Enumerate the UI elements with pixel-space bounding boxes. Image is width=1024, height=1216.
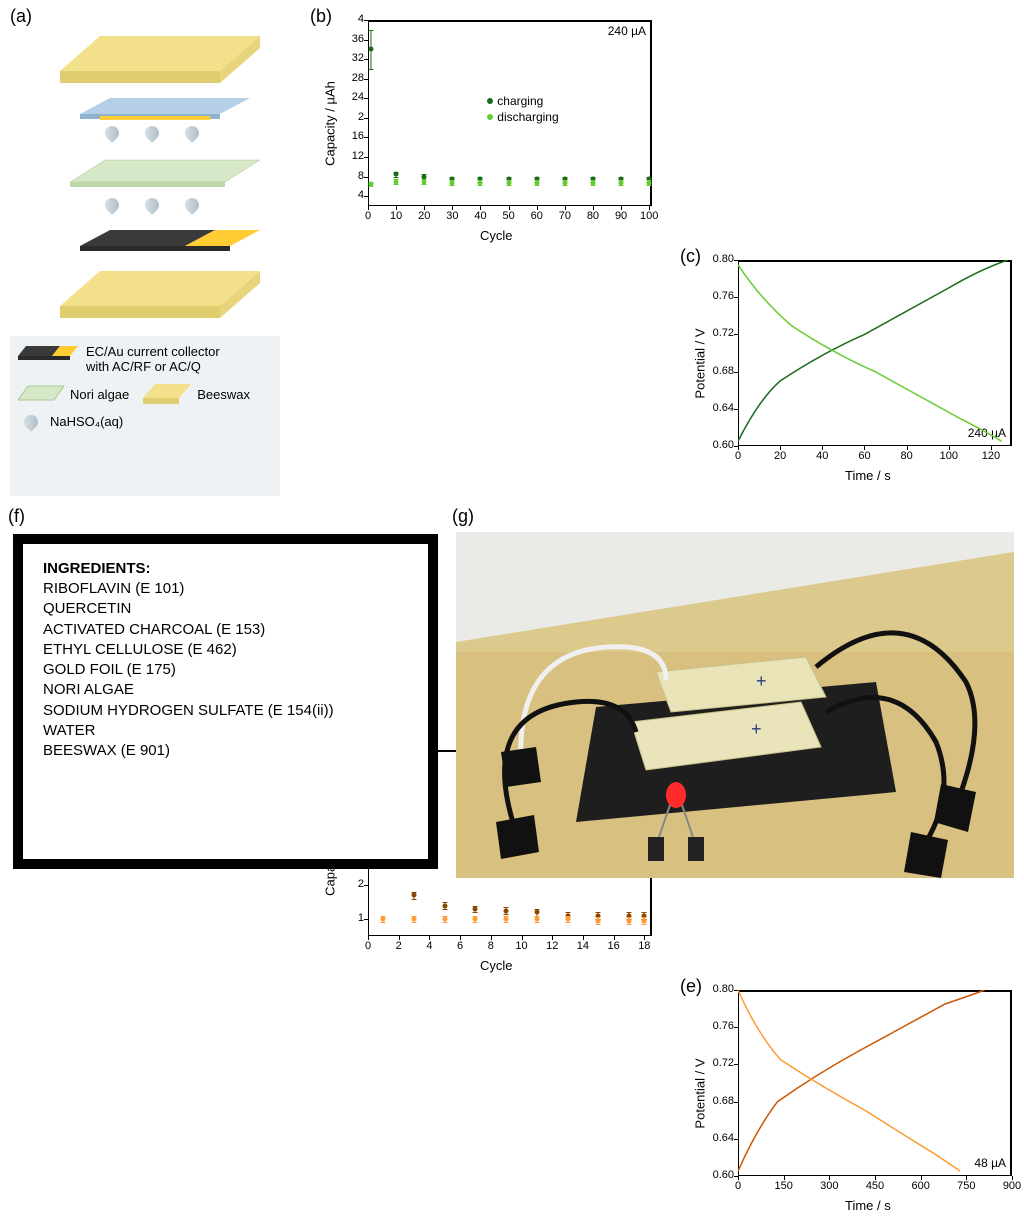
legend-text: Nori algae xyxy=(70,387,129,402)
droplet-icon xyxy=(102,123,122,143)
ingredients-box: INGREDIENTS: RIBOFLAVIN (E 101)QUERCETIN… xyxy=(13,534,438,869)
ingredients-title: INGREDIENTS: xyxy=(43,560,408,577)
electrode-top xyxy=(80,94,250,124)
beeswax-top xyxy=(60,26,260,86)
droplet-icon xyxy=(21,412,41,432)
svg-text:+: + xyxy=(751,719,762,739)
ingredient-line: QUERCETIN xyxy=(43,599,408,619)
droplet-icon xyxy=(142,195,162,215)
beeswax-icon xyxy=(143,382,191,406)
panel-a-label: (a) xyxy=(10,6,32,27)
diagram-stack xyxy=(50,26,260,326)
droplet-icon xyxy=(182,195,202,215)
panel-e-label: (e) xyxy=(680,976,702,997)
legend-text: NaHSO₄(aq) xyxy=(50,414,123,429)
panel-c-label: (c) xyxy=(680,246,701,267)
panel-f-label: (f) xyxy=(8,506,25,527)
droplet-icon xyxy=(142,123,162,143)
ingredient-line: WATER xyxy=(43,721,408,741)
legend-text: Beeswax xyxy=(197,387,250,402)
electrode-bottom xyxy=(80,226,260,256)
ingredient-line: RIBOFLAVIN (E 101) xyxy=(43,579,408,599)
separator xyxy=(70,156,260,191)
droplet-icon xyxy=(102,195,122,215)
panel-g-label: (g) xyxy=(452,506,474,527)
ingredient-line: GOLD FOIL (E 175) xyxy=(43,660,408,680)
legend-text: with AC/RF or AC/Q xyxy=(86,359,220,374)
electrode-icon xyxy=(18,344,78,364)
droplet-icon xyxy=(182,123,202,143)
panel-b-label: (b) xyxy=(310,6,332,27)
ingredient-line: SODIUM HYDROGEN SULFATE (E 154(ii)) xyxy=(43,701,408,721)
ingredient-line: NORI ALGAE xyxy=(43,680,408,700)
separator-icon xyxy=(18,384,64,404)
diagram-legend: EC/Au current collector with AC/RF or AC… xyxy=(10,336,280,496)
ingredient-line: ACTIVATED CHARCOAL (E 153) xyxy=(43,620,408,640)
legend-text: EC/Au current collector xyxy=(86,344,220,359)
beeswax-bottom xyxy=(60,261,260,321)
ingredient-line: BEESWAX (E 901) xyxy=(43,741,408,761)
device-photo: + + xyxy=(456,532,1014,878)
svg-text:+: + xyxy=(756,671,767,691)
ingredient-line: ETHYL CELLULOSE (E 462) xyxy=(43,640,408,660)
